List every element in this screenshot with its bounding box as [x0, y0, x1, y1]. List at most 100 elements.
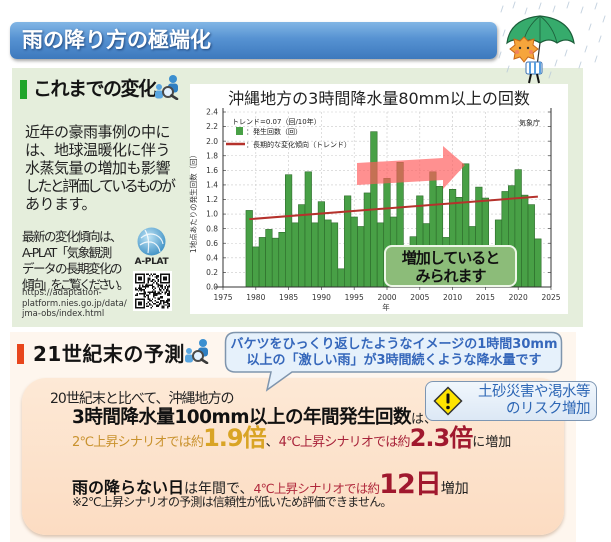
bar — [534, 238, 542, 288]
bar — [291, 222, 299, 288]
url-line: https://adaptation- — [22, 288, 102, 298]
risk-line: 土砂災害や渇水等 — [478, 384, 591, 400]
bubble-line: バケツをひっくり返したようなイメージの1時間30mm — [230, 337, 558, 352]
increase-annotation: 増加していると みられます — [384, 245, 517, 287]
y-tick-label: 0.2 — [206, 268, 218, 277]
y-axis-title: 1地点あたりの発生回数（回） — [188, 151, 198, 253]
chart-title: 沖縄地方の3時間降水量80mm以上の回数 — [228, 89, 530, 108]
note-line: 傾向」をご覧ください。 — [22, 277, 130, 292]
scenario-4c-label: 4℃上昇シナリオでは約 — [278, 435, 411, 450]
bar — [527, 204, 535, 288]
dry-days-label: 雨の降らない日 — [72, 478, 185, 497]
x-tick-label: 1980 — [246, 293, 265, 302]
x-tick-label: 2025 — [541, 293, 560, 302]
bar — [311, 222, 319, 288]
x-tick-label: 2010 — [443, 293, 462, 302]
bar — [344, 195, 352, 288]
bar — [337, 268, 345, 288]
bar — [271, 237, 280, 288]
bar — [245, 210, 253, 288]
bar — [252, 246, 260, 288]
bar — [265, 229, 273, 288]
risk-line: のリスク増加 — [506, 400, 591, 417]
y-tick-label: 1.4 — [206, 181, 218, 190]
y-tick-label: 0.4 — [206, 253, 218, 262]
bar — [357, 226, 365, 288]
annotation-line: 増加していると — [401, 249, 501, 267]
bar — [324, 219, 332, 288]
increase-arrow-icon — [357, 146, 465, 189]
legend-trend-label: ：長期的な変化傾向（トレンド） — [246, 140, 351, 149]
umbrella-character-icon — [498, 1, 606, 84]
dry-days-mid: は年間で、 — [184, 481, 254, 497]
a-plat-label: A-PLAT — [134, 257, 169, 267]
chart-legend: トレンド=0.07（回/10年） ：発生回数（回） ：長期的な変化傾向（トレンド… — [226, 117, 351, 149]
y-tick-label: 0.0 — [206, 283, 218, 292]
description-line: は、地球温暖化に伴う — [25, 141, 171, 159]
qr-code[interactable] — [133, 271, 172, 311]
chart-source: 気象庁 — [519, 118, 540, 127]
annotation-line: みられます — [415, 267, 486, 285]
footnote: ※2℃上昇シナリオの予測は信頼性が低いため評価できません。 — [72, 495, 392, 509]
legend-bar-label: ：発生回数（回） — [246, 127, 302, 136]
y-tick-label: 2.2 — [206, 122, 218, 131]
bar — [278, 232, 286, 288]
bar — [258, 237, 266, 288]
a-plat-globe-logo-icon — [137, 227, 166, 256]
search-people-icon — [155, 75, 179, 100]
bar — [350, 216, 358, 288]
x-tick-label: 1975 — [213, 293, 232, 302]
warning-icon — [433, 386, 463, 416]
future-projection-heading: 21世紀末の予測 — [33, 342, 185, 366]
a-plat-url[interactable]: https://adaptation- platform.nies.go.jp/… — [22, 288, 127, 320]
search-people-icon — [185, 339, 209, 364]
speech-bubble-text: バケツをひっくり返したようなイメージの1時間30mm 以上の「激しい雨」が3時間… — [226, 337, 562, 369]
dry-days-scenario: 4℃上昇シナリオでは約 — [253, 481, 380, 496]
x-tick-label: 2000 — [377, 293, 396, 302]
x-tick-label: 2020 — [509, 293, 528, 302]
dry-days-value: 12日 — [379, 469, 442, 500]
a-plat-note: 最新の変化傾向は、 A-PLAT「気象観測 データの長期変化の 傾向」をご覧くだ… — [22, 229, 137, 293]
y-tick-label: 1.8 — [206, 151, 218, 160]
title-bar: 雨の降り方の極端化 — [10, 22, 497, 59]
y-tick-label: 2.0 — [206, 137, 218, 146]
x-tick-label: 2005 — [410, 293, 429, 302]
x-tick-label: 2015 — [476, 293, 495, 302]
trend-value-text: トレンド=0.07（回/10年） — [232, 117, 321, 126]
scenario-line: 2℃上昇シナリオでは約1.9倍、4℃上昇シナリオでは約2.3倍に増加 — [72, 424, 511, 457]
dry-days-line: 雨の降らない日は年間で、4℃上昇シナリオでは約12日増加 — [72, 471, 469, 503]
comparison-intro: 20世紀末と比べて、沖縄地方の — [50, 391, 235, 407]
note-line: 最新の変化傾向は、 — [22, 229, 123, 244]
bar — [298, 204, 306, 288]
y-tick-label: 1.6 — [206, 166, 218, 175]
legend-bar-swatch — [236, 127, 243, 135]
past-changes-description: 近年の豪雨事例の中に は、地球温暖化に伴う 水蒸気量の増加も影響 したと評価して… — [25, 123, 190, 213]
note-line: データの長期変化の — [22, 261, 123, 276]
x-tick-label: 1990 — [312, 293, 331, 302]
page-title: 雨の降り方の極端化 — [22, 28, 211, 52]
y-tick-label: 1.2 — [206, 195, 218, 204]
y-tick-label: 0.6 — [206, 239, 218, 248]
url-line: platform.nies.go.jp/data/ — [22, 298, 127, 309]
x-axis-title: 年 — [382, 302, 390, 312]
bar — [363, 192, 371, 288]
y-tick-label: 0.8 — [206, 224, 218, 233]
url-line: jma-obs/index.html — [22, 309, 105, 319]
metric-label: 3時間降水量100mm以上の年間発生回数 — [72, 407, 412, 428]
scenario-4c-value: 2.3倍 — [409, 424, 474, 452]
dry-days-tail: 増加 — [440, 481, 469, 497]
qr-code-icon — [135, 273, 170, 309]
scenario-2c-value: 1.9倍 — [203, 424, 267, 452]
heading-marker — [17, 344, 24, 364]
description-line: 近年の豪雨事例の中に — [25, 123, 171, 141]
x-tick-label: 1985 — [279, 293, 298, 302]
scenario-2c-label: 2℃上昇シナリオでは約 — [72, 435, 204, 450]
heading-marker — [20, 80, 27, 99]
y-tick-label: 1.0 — [206, 210, 218, 219]
bar — [285, 174, 293, 288]
bar — [376, 222, 385, 288]
trend-line — [249, 195, 538, 221]
bubble-line: 以上の「激しい雨」が3時間続くような降水量です — [246, 353, 542, 368]
bar — [330, 222, 339, 288]
x-tick-label: 1995 — [345, 293, 364, 302]
